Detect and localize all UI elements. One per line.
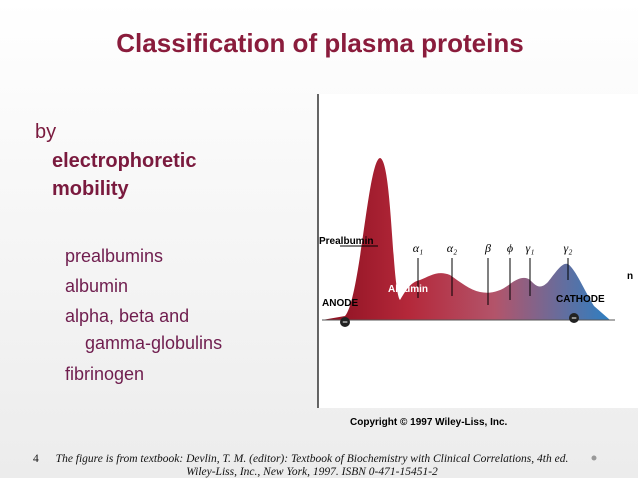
figure-label: CATHODE: [556, 294, 605, 305]
bullet: alpha, beta and: [65, 306, 189, 326]
decor-dot: [591, 455, 597, 461]
fraction-label: γ₂: [564, 241, 573, 255]
intro-lead: by: [35, 121, 56, 143]
anode-sign: −: [342, 317, 347, 327]
anode-icon: [340, 317, 350, 327]
footnote: The figure is from textbook: Devlin, T. …: [56, 453, 569, 465]
bullet: albumin: [65, 276, 128, 296]
footnote: Wiley-Liss, Inc., New York, 1997. ISBN 0…: [186, 466, 438, 478]
slide-number: 4: [33, 453, 39, 465]
intro-emphasis: mobility: [52, 178, 130, 200]
figure-label: Prealbumin: [319, 236, 373, 247]
cathode-icon: [569, 313, 579, 323]
fraction-label: α₁: [413, 241, 423, 255]
side-mark: n: [627, 271, 633, 282]
slide-title: Classification of plasma proteins: [116, 28, 523, 58]
bullet: fibrinogen: [65, 364, 144, 384]
fraction-label: α₂: [447, 241, 457, 255]
bullet: gamma-globulins: [85, 333, 222, 353]
figure-label: ANODE: [322, 298, 358, 309]
fraction-label: ϕ: [507, 241, 513, 255]
fraction-label: γ₁: [526, 241, 535, 255]
bullet: prealbumins: [65, 246, 163, 266]
fraction-label: β: [484, 241, 491, 255]
intro-emphasis: electrophoretic: [52, 150, 196, 172]
cathode-sign: −: [571, 313, 576, 323]
figure-label: Albumin: [388, 284, 428, 295]
copyright: Copyright © 1997 Wiley-Liss, Inc.: [350, 417, 508, 428]
figure: Prealbumin Albumin ANODE CATHODE − − α₁ …: [317, 94, 638, 428]
arrows: [340, 245, 569, 305]
electrophoresis-curve: [322, 158, 610, 320]
